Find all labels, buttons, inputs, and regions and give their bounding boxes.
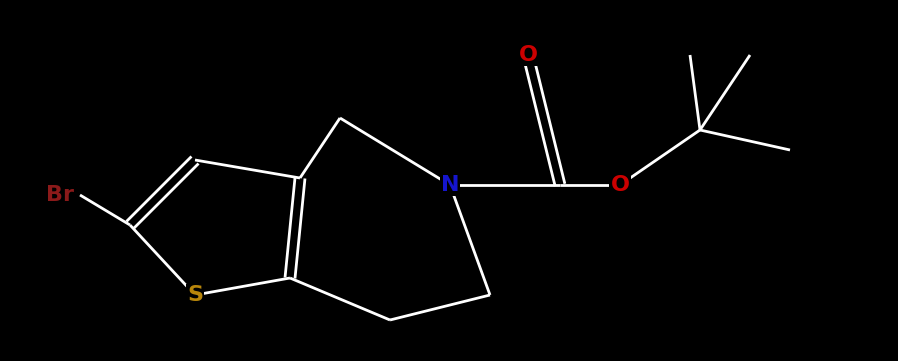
Text: O: O xyxy=(611,175,629,195)
Text: O: O xyxy=(518,45,538,65)
Text: Br: Br xyxy=(46,185,74,205)
Text: S: S xyxy=(187,285,203,305)
Text: N: N xyxy=(441,175,459,195)
